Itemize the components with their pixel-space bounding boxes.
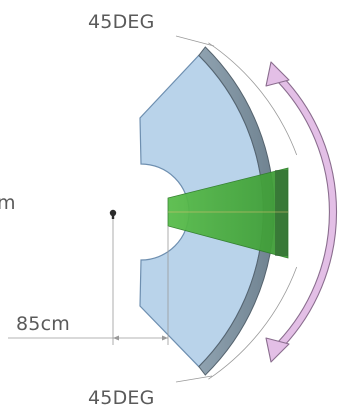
beam-edge bbox=[275, 170, 288, 256]
outer-rim-band bbox=[198, 46, 275, 376]
detection-beam bbox=[167, 167, 289, 259]
rotation-arrow-icon bbox=[265, 61, 338, 363]
angle-bottom-dimension-arc bbox=[208, 266, 298, 380]
angle-top-dimension-arc bbox=[208, 42, 298, 156]
cut-off-label: m bbox=[0, 192, 16, 214]
distance-arrow-left bbox=[113, 335, 119, 341]
distance-arrow-right bbox=[162, 335, 168, 341]
angle-bottom-leader bbox=[175, 375, 213, 383]
sensor-dot-icon bbox=[109, 209, 117, 219]
angle-bottom-label: 45DEG bbox=[88, 387, 155, 409]
angle-top-label: 45DEG bbox=[88, 11, 155, 33]
angle-top-leader bbox=[175, 35, 215, 47]
distance-label: 85cm bbox=[16, 313, 70, 335]
